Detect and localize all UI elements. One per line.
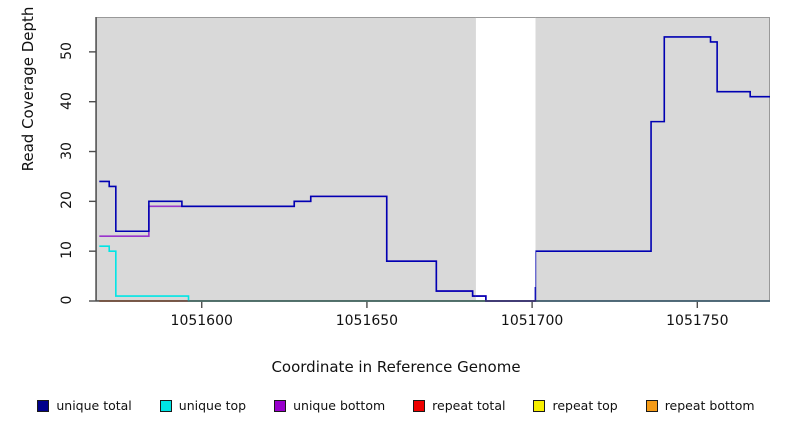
legend-item-unique-bottom: unique bottom <box>274 398 385 413</box>
y-tick-label: 40 <box>59 91 75 110</box>
legend-swatch-unique-total <box>37 399 50 412</box>
legend-label-unique-total: unique total <box>56 398 132 413</box>
series-line-unique-top <box>99 245 770 302</box>
x-tick-label: 1051750 <box>666 313 729 329</box>
x-axis-label: Coordinate in Reference Genome <box>271 358 521 376</box>
series-line-unique-total <box>99 36 770 302</box>
legend-label-unique-top: unique top <box>178 398 247 413</box>
legend-swatch-unique-bottom <box>274 399 287 412</box>
y-tick-label: 30 <box>59 141 75 160</box>
legend-item-repeat-total: repeat total <box>413 398 505 413</box>
legend-item-unique-top: unique top <box>159 398 247 413</box>
x-tick-label: 1051700 <box>500 313 564 329</box>
y-tick-label: 0 <box>59 295 75 305</box>
legend-label-repeat-top: repeat top <box>552 398 618 413</box>
legend-swatch-repeat-bottom <box>645 399 658 412</box>
legend-swatch-unique-top <box>159 399 172 412</box>
legend-label-repeat-total: repeat total <box>432 398 506 413</box>
legend-item-repeat-top: repeat top <box>533 398 618 413</box>
legend-label-repeat-bottom: repeat bottom <box>664 398 755 413</box>
legend-swatch-repeat-total <box>413 399 426 412</box>
y-tick-label: 20 <box>59 191 75 210</box>
legend-label-unique-bottom: unique bottom <box>293 398 386 413</box>
x-tick-label: 1051650 <box>335 313 399 329</box>
y-tick-label: 50 <box>59 41 75 60</box>
legend-item-unique-total: unique total <box>37 398 132 413</box>
y-tick-label: 10 <box>59 241 75 260</box>
legend-item-repeat-bottom: repeat bottom <box>645 398 755 413</box>
x-tick-label: 1051600 <box>170 313 233 329</box>
chart-legend: unique total unique top unique bottom re… <box>0 398 792 413</box>
plot-panel-background <box>96 17 770 301</box>
gap-mask <box>475 17 536 300</box>
legend-swatch-repeat-top <box>533 399 546 412</box>
